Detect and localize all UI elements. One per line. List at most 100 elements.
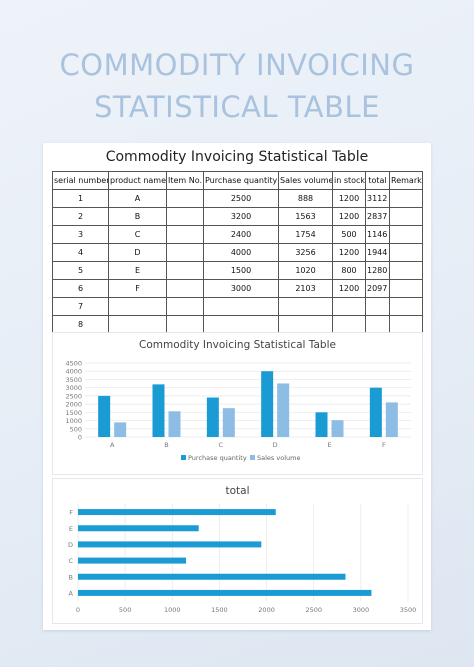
bar-total-C [78,557,187,564]
table-cell[interactable]: 7 [52,297,109,316]
table-cell[interactable] [166,315,204,334]
table-cell[interactable] [203,297,279,316]
table-cell[interactable]: 3200 [203,207,279,226]
table-cell[interactable] [365,315,390,334]
table-cell[interactable] [166,279,204,298]
table-cell[interactable] [332,297,366,316]
table-cell[interactable]: 1563 [278,207,333,226]
table-cell[interactable] [389,261,423,280]
table-cell[interactable]: 2097 [365,279,390,298]
table-cell[interactable]: 4000 [203,243,279,262]
table-cell[interactable] [389,243,423,262]
y-tick-label: 3500 [65,376,82,384]
x-tick-label: 3500 [400,606,417,614]
table-row: 5 E 1500 1020 800 1280 [52,261,423,280]
y-tick-label: 500 [70,425,82,433]
table-cell[interactable] [166,189,204,208]
column-header: Sales volume [278,171,333,190]
table-row: 8 [52,315,423,334]
table-row: 4 D 4000 3256 1200 1944 [52,243,423,262]
x-tick-label: B [164,441,168,449]
table-cell[interactable] [365,297,390,316]
table-cell[interactable]: 1280 [365,261,390,280]
table-cell[interactable]: E [108,261,167,280]
table-cell[interactable]: 1146 [365,225,390,244]
y-tick-label: 1500 [65,409,82,417]
table-cell[interactable]: 2400 [203,225,279,244]
table-cell[interactable]: F [108,279,167,298]
y-tick-label: B [69,573,73,581]
x-tick-label: 2000 [258,606,275,614]
x-tick-label: 0 [76,606,80,614]
table-cell[interactable]: 2 [52,207,109,226]
y-tick-label: 2000 [65,401,82,409]
table-cell[interactable]: B [108,207,167,226]
table-cell[interactable] [389,297,423,316]
table-cell[interactable] [389,225,423,244]
table-cell[interactable] [278,297,333,316]
table-cell[interactable]: 500 [332,225,366,244]
table-cell[interactable]: 1020 [278,261,333,280]
bar-F-sales [385,402,398,437]
table-cell[interactable] [166,261,204,280]
legend-label: Sales volume [257,454,300,462]
table-cell[interactable]: 3256 [278,243,333,262]
table-cell[interactable] [332,315,366,334]
table-cell[interactable]: 8 [52,315,109,334]
table-cell[interactable] [166,243,204,262]
table-cell[interactable]: D [108,243,167,262]
y-tick-label: 2500 [65,392,82,400]
spreadsheet-preview: Commodity Invoicing Statistical Table se… [43,143,431,630]
table-cell[interactable] [108,315,167,334]
table-cell[interactable] [278,315,333,334]
y-tick-label: 4000 [65,368,82,376]
table-cell[interactable]: 888 [278,189,333,208]
table-cell[interactable]: 4 [52,243,109,262]
table-cell[interactable]: 2500 [203,189,279,208]
table-cell[interactable] [389,207,423,226]
table-cell[interactable] [389,279,423,298]
table-cell[interactable]: 800 [332,261,366,280]
table-cell[interactable]: 1500 [203,261,279,280]
table-cell[interactable]: 6 [52,279,109,298]
table-cell[interactable] [108,297,167,316]
table-row: 7 [52,297,423,316]
bar-D-sales [277,383,290,437]
table-cell[interactable] [166,297,204,316]
table-cell[interactable]: 3112 [365,189,390,208]
table-cell[interactable] [166,207,204,226]
table-cell[interactable]: 1200 [332,243,366,262]
legend-swatch [250,455,255,460]
column-header: product name [108,171,167,190]
table-cell[interactable]: 1944 [365,243,390,262]
table-cell[interactable]: 3000 [203,279,279,298]
table-cell[interactable]: 1200 [332,207,366,226]
y-tick-label: E [69,525,73,533]
y-tick-label: D [68,541,73,549]
x-tick-label: D [273,441,278,449]
table-cell[interactable]: C [108,225,167,244]
table-cell[interactable]: 2103 [278,279,333,298]
table-cell[interactable]: 3 [52,225,109,244]
table-cell[interactable] [203,315,279,334]
table-cell[interactable]: 1200 [332,189,366,208]
x-tick-label: C [219,441,224,449]
bar-total-E [78,525,199,532]
x-tick-label: 1500 [211,606,228,614]
table-cell[interactable]: 1200 [332,279,366,298]
table-cell[interactable]: 2837 [365,207,390,226]
bar-D-purchase [261,371,274,437]
x-tick-label: E [327,441,331,449]
bar-total-B [78,573,346,580]
table-cell[interactable]: 1754 [278,225,333,244]
bar-total-D [78,541,262,548]
bar-chart-card: total 0 500 1000 1500 2000 2500 3000 3500 A B C D E F [52,478,423,624]
table-cell[interactable] [389,189,423,208]
table-cell[interactable] [166,225,204,244]
table-cell[interactable]: 1 [52,189,109,208]
table-cell[interactable] [389,315,423,334]
bar-F-purchase [369,387,382,437]
table-cell[interactable]: 5 [52,261,109,280]
table-cell[interactable]: A [108,189,167,208]
y-tick-label: 1000 [65,417,82,425]
